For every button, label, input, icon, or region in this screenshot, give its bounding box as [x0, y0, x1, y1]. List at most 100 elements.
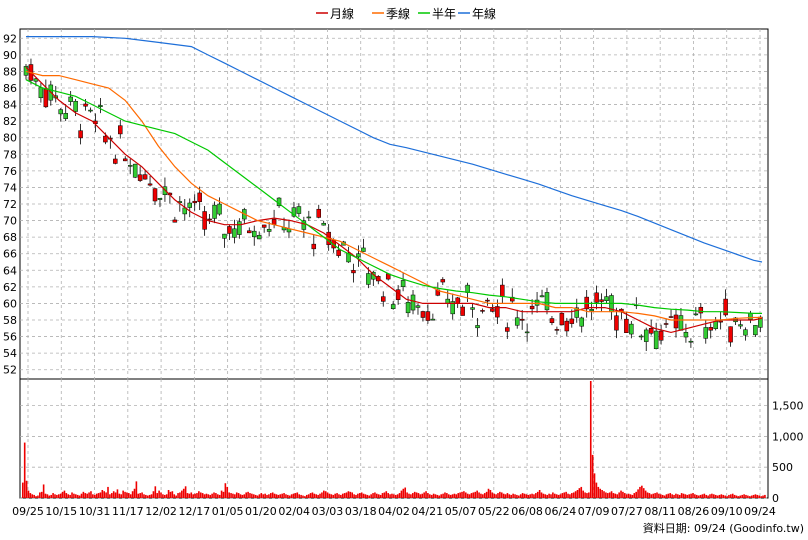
volume-bar	[362, 493, 365, 498]
volume-bar	[500, 492, 503, 498]
volume-bar	[402, 488, 405, 498]
volume-bar	[97, 493, 100, 498]
candle-body	[68, 96, 73, 102]
volume-bar	[292, 493, 295, 498]
candle-body	[390, 304, 396, 309]
volume-panel	[19, 378, 769, 499]
volume-bar	[256, 495, 259, 498]
volume-bar	[612, 493, 615, 498]
volume-bar	[25, 480, 28, 498]
price-tick-label: 82	[3, 115, 17, 128]
candle-body	[743, 329, 748, 336]
volume-bar	[139, 493, 141, 498]
volume-bar	[209, 494, 212, 498]
volume-bar	[730, 494, 732, 498]
candle-body	[127, 165, 133, 167]
volume-bar	[675, 493, 677, 498]
candle-body	[187, 202, 192, 208]
candle-body	[113, 158, 118, 164]
price-tick-label: 62	[3, 281, 17, 294]
volume-bar	[478, 492, 480, 498]
volume-bar	[296, 492, 299, 498]
candle-body	[366, 273, 371, 285]
volume-bar	[126, 492, 128, 498]
volume-bar	[234, 494, 236, 498]
volume-bar	[323, 490, 325, 498]
volume-bar	[512, 493, 514, 498]
volume-bar	[271, 492, 274, 498]
x-tick-label: 09/24	[744, 505, 776, 518]
price-tick-label: 80	[3, 132, 17, 145]
price-tick-label: 64	[3, 264, 17, 277]
candle-body	[485, 299, 490, 302]
volume-bar	[366, 494, 369, 498]
volume-bar	[332, 494, 335, 498]
x-tick-label: 02/04	[278, 505, 310, 518]
candle-body	[738, 324, 743, 327]
x-tick-label: 09/10	[711, 505, 743, 518]
legend-label: 半年	[432, 7, 456, 21]
volume-bar	[302, 495, 304, 498]
volume-bar	[330, 494, 333, 498]
volume-bar	[279, 494, 282, 498]
volume-bar	[252, 494, 255, 498]
volume-bar	[661, 494, 664, 498]
volume-bar	[245, 492, 247, 498]
candle-body	[172, 219, 178, 223]
volume-bar	[489, 489, 492, 498]
moving-average-lines	[25, 36, 763, 334]
volume-bar	[576, 489, 579, 498]
volume-bar	[487, 488, 490, 498]
volume-bar	[464, 492, 467, 498]
x-tick-label: 08/11	[644, 505, 676, 518]
candle-body	[514, 317, 520, 326]
volume-bar	[319, 493, 321, 498]
volume-bar	[160, 492, 162, 498]
volume-bar	[752, 494, 755, 498]
candle-body	[569, 318, 575, 324]
volume-bar	[561, 493, 564, 498]
candle-body	[351, 270, 356, 274]
candle-body	[505, 327, 510, 332]
volume-bar	[436, 494, 439, 498]
volume-bar	[514, 494, 516, 498]
volume-bar	[124, 491, 126, 498]
volume-bar	[188, 493, 191, 498]
candle-body	[510, 296, 515, 302]
volume-bar	[122, 490, 124, 498]
volume-bar	[258, 494, 261, 498]
volume-bar	[739, 495, 742, 498]
volume-bar	[480, 493, 482, 498]
volume-bar	[237, 493, 240, 498]
volume-bar	[398, 493, 401, 498]
candle-body	[261, 224, 267, 228]
volume-bar	[641, 485, 643, 498]
volume-bar	[247, 491, 249, 498]
candle-body	[539, 295, 545, 298]
volume-bar	[152, 491, 155, 498]
candle-body	[445, 298, 451, 304]
volume-bar	[177, 493, 179, 498]
price-tick-label: 76	[3, 165, 17, 178]
candle-body	[460, 306, 465, 316]
price-tick-label: 56	[3, 331, 17, 344]
price-tick-label: 54	[3, 347, 17, 360]
volume-bar	[243, 494, 246, 498]
volume-bar	[156, 493, 159, 498]
candle-body	[629, 323, 634, 335]
volume-bar	[709, 494, 711, 498]
volume-bar	[207, 494, 210, 498]
candle-body	[118, 125, 123, 135]
candle-body	[753, 325, 758, 336]
volume-bar	[466, 493, 469, 498]
x-tick-label: 01/20	[245, 505, 277, 518]
volume-bar	[129, 494, 132, 498]
volume-bar	[232, 493, 234, 498]
volume-bar	[580, 486, 583, 498]
volume-bar	[635, 491, 637, 498]
volume-bar	[652, 493, 655, 498]
volume-bar	[722, 494, 725, 498]
volume-bar	[555, 494, 558, 498]
volume-bar	[557, 494, 560, 498]
volume-bar	[748, 496, 751, 498]
